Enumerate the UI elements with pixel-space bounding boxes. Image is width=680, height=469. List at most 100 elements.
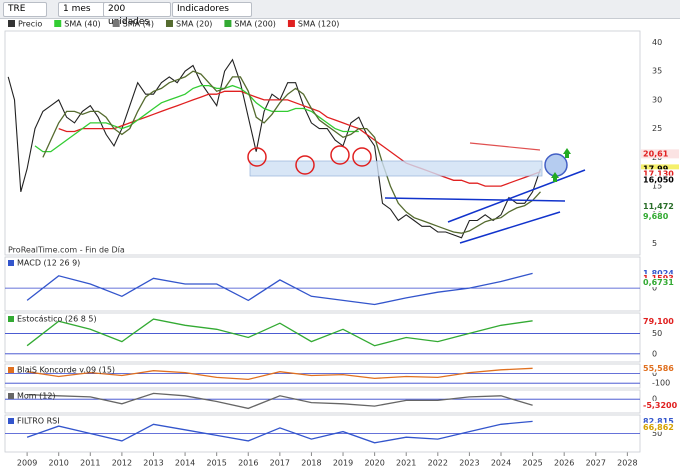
value-label: 0,6731 xyxy=(643,278,674,287)
y-tick-label: 0 xyxy=(652,349,657,358)
value-label: 11,472 xyxy=(643,202,674,211)
x-tick-label: 2025 xyxy=(522,459,542,468)
y-tick-label: 0 xyxy=(652,284,657,293)
series-line xyxy=(34,84,359,153)
x-tick-label: 2024 xyxy=(491,459,511,468)
indicator-title: Mom (12) xyxy=(17,392,56,401)
x-tick-label: 2023 xyxy=(459,459,479,468)
toolbar: TRE 1 mes 200 unidades Indicadores xyxy=(0,0,680,27)
indicator-icon xyxy=(8,316,14,322)
panel-frame xyxy=(4,30,641,256)
indicator-icon xyxy=(8,393,14,399)
y-tick-label: 30 xyxy=(652,95,662,104)
legend-swatch xyxy=(112,20,120,27)
x-tick-label: 2018 xyxy=(301,459,321,468)
indicator-line xyxy=(26,272,533,306)
x-tick-label: 2013 xyxy=(143,459,163,468)
legend-label: SMA (200) xyxy=(234,20,276,29)
indicator-icon xyxy=(8,367,14,373)
value-tag xyxy=(641,149,679,159)
value-label: 55,586 xyxy=(643,364,674,373)
indicator-title: FILTRO RSI xyxy=(17,417,60,426)
value-tag xyxy=(641,169,679,179)
x-tick-label: 2014 xyxy=(175,459,195,468)
x-tick-label: 2022 xyxy=(428,459,448,468)
indicators-button[interactable]: Indicadores xyxy=(172,2,252,17)
value-label: 1,8024 xyxy=(643,269,674,278)
indicator-line xyxy=(26,420,533,444)
series-line xyxy=(42,70,541,234)
x-tick-label: 2028 xyxy=(617,459,637,468)
value-tag xyxy=(641,175,679,185)
panel-frame xyxy=(4,256,641,312)
x-tick-label: 2021 xyxy=(396,459,416,468)
value-label: 82,815 xyxy=(643,417,674,426)
series-line xyxy=(7,58,542,239)
legend-swatch xyxy=(287,20,295,27)
legend-label: Precio xyxy=(18,20,42,29)
indicator-title: BlaiS Koncorde v.09 (15) xyxy=(17,366,115,375)
y-tick-label: 40 xyxy=(652,38,662,47)
value-tag xyxy=(641,400,679,410)
value-tag xyxy=(641,278,679,288)
legend-label: SMA (40) xyxy=(64,20,100,29)
x-tick-label: 2026 xyxy=(554,459,574,468)
indicator-title: MACD (12 26 9) xyxy=(17,259,80,268)
value-tag xyxy=(641,317,679,327)
legend-swatch xyxy=(54,20,62,27)
x-tick-label: 2009 xyxy=(17,459,37,468)
x-tick-label: 2020 xyxy=(364,459,384,468)
value-tag xyxy=(641,164,679,174)
annotations xyxy=(247,142,586,244)
value-label: 16,050 xyxy=(643,176,674,185)
y-tick-label: 50 xyxy=(652,429,662,438)
y-tick-label: 0 xyxy=(652,395,657,404)
value-label: 66,862 xyxy=(643,423,674,432)
value-label: 17,99 xyxy=(643,164,669,173)
y-tick-label: 15 xyxy=(652,182,662,191)
indicator-line xyxy=(27,367,533,381)
x-tick-label: 2017 xyxy=(270,459,290,468)
panel-frame xyxy=(4,363,641,389)
y-tick-label: 5 xyxy=(652,239,657,248)
x-tick-label: 2019 xyxy=(333,459,353,468)
y-tick-label: -100 xyxy=(652,379,670,388)
legend-swatch xyxy=(165,20,173,27)
legend-label: SMA (4) xyxy=(123,20,154,29)
symbol-select[interactable]: TRE xyxy=(3,2,47,17)
y-tick-label: 35 xyxy=(652,67,662,76)
value-tag xyxy=(641,212,679,222)
indicator-icon xyxy=(8,418,14,424)
legend-swatch xyxy=(224,20,232,27)
y-tick-label: 50 xyxy=(652,329,662,338)
legend-swatch xyxy=(8,20,15,27)
indicator-line xyxy=(27,392,533,410)
value-tag xyxy=(641,201,679,211)
x-tick-label: 2027 xyxy=(586,459,606,468)
value-tag xyxy=(641,416,679,426)
x-tick-label: 2010 xyxy=(49,459,69,468)
x-tick-label: 2012 xyxy=(112,459,132,468)
x-tick-label: 2011 xyxy=(80,459,100,468)
value-tag xyxy=(641,363,679,373)
x-tick-label: 2015 xyxy=(206,459,226,468)
legend-label: SMA (120) xyxy=(298,20,340,29)
value-label: 17,130 xyxy=(643,169,674,178)
value-label: -5,3200 xyxy=(643,401,678,410)
units-select[interactable]: 200 unidades xyxy=(103,2,171,27)
value-label: 9,680 xyxy=(643,212,669,221)
legend-label: SMA (20) xyxy=(176,20,212,29)
indicator-line xyxy=(26,318,533,347)
period-select[interactable]: 1 mes xyxy=(58,2,108,17)
x-tick-label: 2016 xyxy=(238,459,258,468)
source-note: ProRealTime.com - Fin de Día xyxy=(8,246,125,255)
y-tick-label: 0 xyxy=(652,369,657,378)
value-label: 79,100 xyxy=(643,317,674,326)
value-tag xyxy=(641,268,679,278)
panel-frame xyxy=(4,389,641,414)
indicator-icon xyxy=(8,260,14,266)
indicator-title: Estocástico (26 8 5) xyxy=(17,315,97,324)
value-label: 20,61 xyxy=(643,149,669,158)
